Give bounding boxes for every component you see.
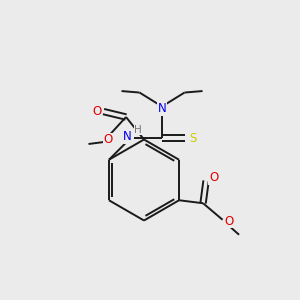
Text: O: O — [224, 215, 234, 228]
Text: S: S — [189, 132, 197, 145]
Text: H: H — [134, 125, 142, 135]
Text: N: N — [123, 130, 131, 143]
Text: N: N — [158, 102, 167, 115]
Text: O: O — [209, 171, 218, 184]
Text: O: O — [92, 105, 101, 118]
Text: O: O — [104, 133, 113, 146]
